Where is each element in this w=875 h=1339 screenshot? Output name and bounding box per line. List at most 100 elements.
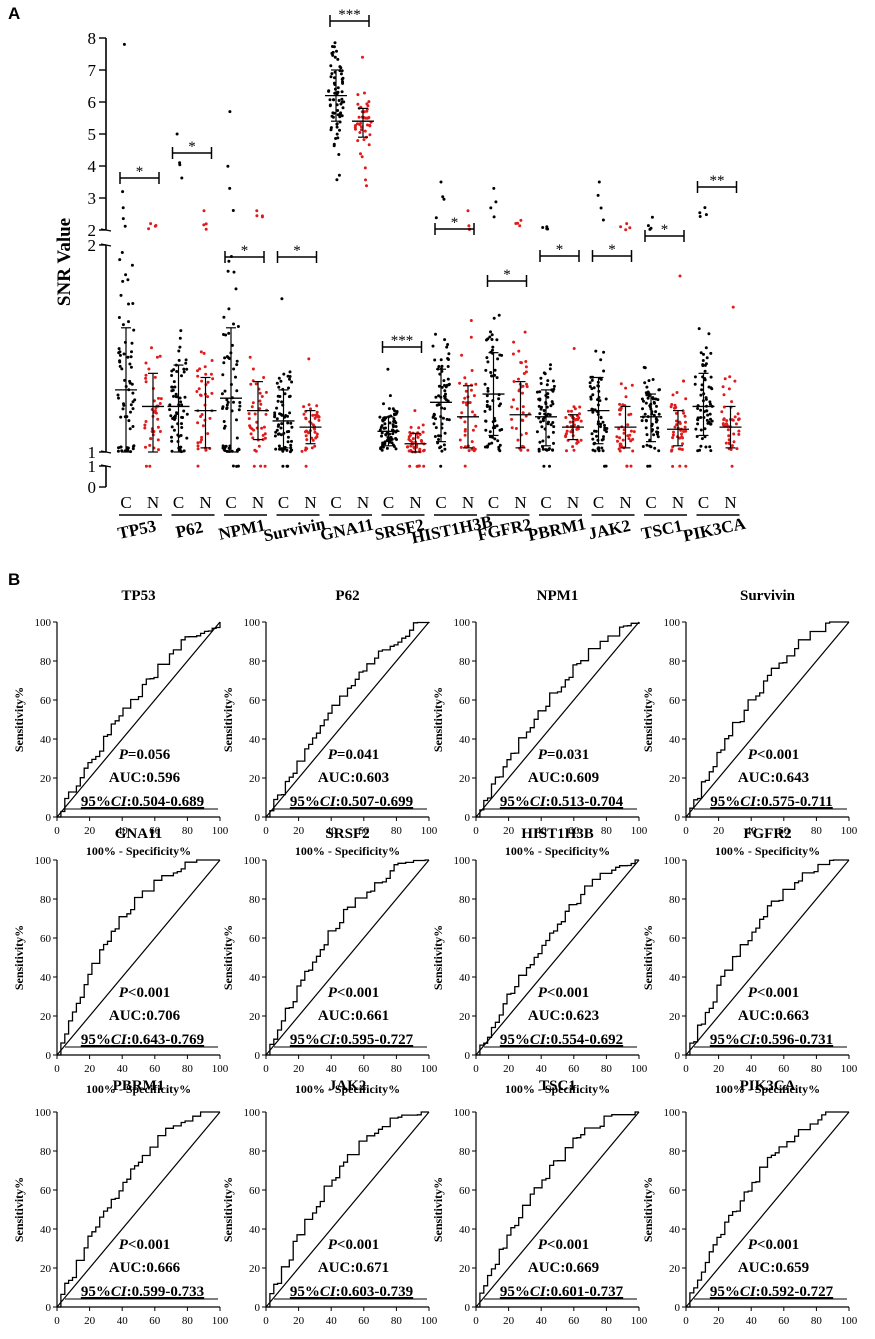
data-point-C bbox=[485, 405, 489, 408]
data-point-C bbox=[185, 367, 189, 371]
data-point-C bbox=[589, 395, 593, 399]
roc-x-tick-label: 100 bbox=[421, 1315, 438, 1327]
data-point-N bbox=[625, 222, 629, 226]
data-point-C bbox=[699, 416, 703, 419]
data-point-N bbox=[413, 409, 417, 413]
data-point-N bbox=[254, 382, 258, 386]
data-point-N bbox=[197, 387, 201, 391]
gene-label: PBRM1 bbox=[526, 514, 587, 545]
data-point-N bbox=[675, 391, 679, 394]
y-tick-label: 1 bbox=[88, 443, 97, 462]
data-point-C bbox=[546, 227, 550, 231]
data-point-C bbox=[699, 444, 703, 448]
data-point-C bbox=[539, 420, 543, 424]
roc-x-tick-label: 20 bbox=[293, 825, 305, 837]
data-point-C bbox=[383, 422, 387, 426]
data-point-N bbox=[144, 445, 147, 449]
data-point-N bbox=[313, 416, 317, 420]
p-value-text: <0.001 bbox=[547, 1237, 589, 1253]
data-point-N bbox=[368, 124, 372, 128]
roc-y-tick-label: 80 bbox=[669, 894, 681, 906]
reference-diagonal bbox=[475, 621, 640, 818]
gene-label: NPM1 bbox=[217, 515, 267, 543]
data-point-C bbox=[121, 323, 125, 327]
data-point-N bbox=[682, 430, 686, 433]
data-point-N bbox=[143, 426, 147, 430]
data-point-C bbox=[276, 394, 280, 398]
roc-x-tick-label: 20 bbox=[713, 825, 725, 837]
data-point-C bbox=[386, 367, 390, 371]
data-point-N bbox=[733, 379, 737, 383]
data-point-N bbox=[204, 222, 208, 226]
group-label-C: C bbox=[488, 493, 499, 512]
data-point-C bbox=[394, 447, 398, 451]
data-point-C bbox=[699, 428, 703, 432]
data-point-C bbox=[434, 417, 437, 421]
data-point-C bbox=[652, 433, 656, 437]
data-point-N bbox=[672, 430, 675, 434]
data-point-C bbox=[541, 447, 545, 451]
roc-y-tick-label: 20 bbox=[249, 1263, 261, 1275]
auc-value: AUC:0.643 bbox=[738, 770, 809, 786]
data-point-N bbox=[362, 138, 366, 142]
data-point-N bbox=[158, 402, 162, 405]
data-point-N bbox=[625, 464, 629, 468]
data-point-N bbox=[264, 390, 268, 394]
data-point-C bbox=[335, 132, 339, 136]
data-point-C bbox=[655, 432, 659, 436]
data-point-N bbox=[616, 439, 619, 443]
data-point-N bbox=[627, 413, 631, 417]
data-point-C bbox=[443, 396, 447, 400]
data-point-C bbox=[288, 370, 292, 374]
data-point-C bbox=[378, 415, 382, 419]
data-point-C bbox=[549, 423, 553, 427]
p-value-text: =0.041 bbox=[337, 747, 379, 763]
data-point-N bbox=[730, 444, 734, 448]
data-point-C bbox=[551, 379, 555, 383]
data-point-N bbox=[144, 420, 148, 423]
data-point-N bbox=[514, 427, 518, 430]
data-point-C bbox=[333, 55, 337, 59]
data-point-N bbox=[732, 432, 736, 436]
data-point-C bbox=[131, 445, 135, 449]
roc-panel-survivin: Survivin 00 20 20 40 40 60 60 80 80 100 100 100% - S… bbox=[641, 588, 858, 858]
data-point-C bbox=[226, 164, 230, 168]
data-point-C bbox=[383, 442, 387, 446]
data-point-C bbox=[601, 420, 605, 424]
data-point-N bbox=[302, 405, 306, 409]
p-symbol: P bbox=[538, 985, 548, 1001]
roc-x-tick-label: 60 bbox=[358, 1063, 370, 1075]
axis-break-mark bbox=[100, 243, 112, 247]
data-point-C bbox=[542, 371, 546, 375]
data-point-N bbox=[315, 413, 319, 417]
data-point-C bbox=[701, 359, 705, 362]
data-point-C bbox=[489, 330, 492, 334]
data-point-N bbox=[143, 423, 147, 427]
data-point-N bbox=[258, 407, 262, 411]
data-point-N bbox=[737, 429, 741, 433]
data-point-C bbox=[599, 358, 603, 362]
p-symbol: P bbox=[748, 985, 758, 1001]
data-point-N bbox=[199, 350, 203, 354]
data-point-C bbox=[495, 424, 499, 428]
data-point-N bbox=[617, 447, 621, 451]
data-point-C bbox=[600, 438, 604, 442]
data-point-C bbox=[331, 111, 335, 115]
data-point-N bbox=[725, 419, 729, 423]
roc-x-tick-label: 100 bbox=[631, 1063, 648, 1075]
data-point-N bbox=[368, 133, 372, 137]
roc-y-tick-label: 100 bbox=[664, 1107, 681, 1119]
data-point-C bbox=[486, 389, 490, 393]
gene-group-hist1h3b: C N*HIST1H3B bbox=[410, 180, 494, 547]
data-point-N bbox=[521, 391, 524, 395]
data-point-C bbox=[602, 369, 606, 373]
data-point-N bbox=[618, 412, 622, 416]
data-point-N bbox=[459, 445, 463, 449]
data-point-C bbox=[223, 356, 227, 360]
data-point-C bbox=[126, 446, 130, 450]
roc-x-tick-label: 80 bbox=[391, 1063, 403, 1075]
data-point-N bbox=[524, 431, 528, 435]
data-point-C bbox=[279, 447, 283, 451]
